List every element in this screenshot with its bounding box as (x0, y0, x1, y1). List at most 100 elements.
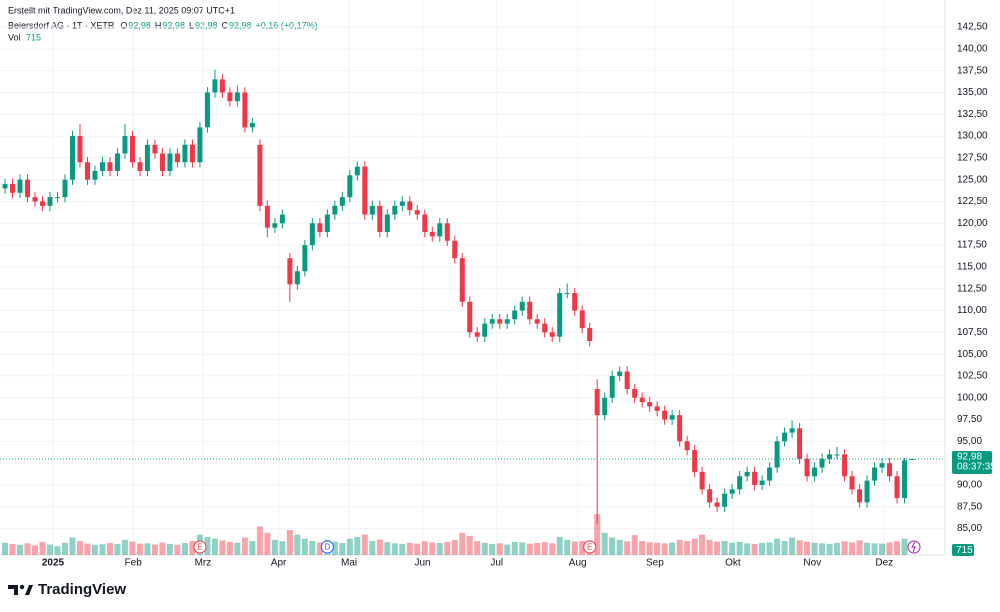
volume-bar (159, 542, 165, 555)
volume-bar (737, 542, 743, 555)
y-tick-label: 135,00 (957, 87, 988, 98)
candle-body (722, 494, 727, 507)
volume-bar (339, 543, 345, 555)
candle-body (587, 328, 592, 341)
y-tick-label: 115,00 (957, 262, 987, 273)
volume-bar (512, 542, 518, 555)
candle-body (865, 481, 870, 503)
candle-body (602, 398, 607, 415)
x-tick-label: Jun (414, 558, 430, 569)
candle-body (542, 324, 547, 333)
volume-bar (459, 533, 465, 555)
volume-bar (864, 543, 870, 555)
volume-bar (632, 535, 638, 555)
volume-bar (722, 541, 728, 555)
volume-bar (497, 543, 503, 555)
volume-bar (519, 542, 525, 555)
candle-body (107, 162, 112, 171)
x-tick-label: Sep (646, 558, 664, 569)
candle-body (10, 184, 15, 193)
event-label: D (324, 543, 330, 552)
volume-bar (677, 540, 683, 555)
volume-key: Vol (8, 32, 21, 42)
candle-body (445, 223, 450, 240)
volume-bar (114, 544, 120, 555)
x-tick-label: Okt (725, 558, 741, 569)
y-tick-label: 120,00 (957, 218, 988, 229)
volume-bar (137, 544, 143, 555)
y-tick-label: 112,50 (957, 283, 987, 294)
volume-bar (744, 543, 750, 555)
volume-bar (40, 542, 46, 555)
volume-bar (804, 542, 810, 555)
candle-body (152, 145, 157, 154)
candle-body (437, 223, 442, 236)
y-tick-label: 125,00 (957, 174, 988, 185)
candle-body (430, 232, 435, 236)
candle-body (572, 293, 577, 310)
volume-bar (789, 538, 795, 556)
y-tick-label: 87,50 (957, 501, 982, 512)
candle-body (85, 162, 90, 179)
candle-body (340, 197, 345, 206)
candle-body (715, 502, 720, 506)
countdown: 08:37:35 (957, 462, 996, 473)
candle-body (332, 206, 337, 215)
ohlc-value: 92,98 (128, 20, 151, 30)
y-tick-label: 97,50 (957, 414, 982, 425)
volume-bar (47, 545, 53, 556)
volume-bar (32, 545, 38, 555)
candle-body (197, 127, 202, 162)
candle-body (550, 332, 555, 336)
volume-bar (714, 542, 720, 555)
candle-body (280, 215, 285, 224)
volume-bar (144, 543, 150, 555)
volume-bar (444, 542, 450, 555)
volume-bar (819, 543, 825, 555)
y-tick-label: 95,00 (957, 436, 982, 447)
candle-body (385, 215, 390, 232)
volume-bar (377, 540, 383, 555)
volume-bar (542, 542, 548, 555)
candle-body (512, 311, 517, 320)
candle-body (527, 302, 532, 319)
candle-body (505, 319, 510, 323)
candle-body (317, 223, 322, 232)
volume-bar (234, 543, 240, 555)
volume-bar (699, 535, 705, 555)
candle-body (595, 389, 600, 415)
candle-body (790, 428, 795, 432)
volume-bar (887, 542, 893, 555)
volume-bar (692, 539, 698, 555)
y-tick-label: 132,50 (957, 109, 988, 120)
volume-bar (84, 544, 90, 555)
y-tick-label: 140,00 (957, 43, 988, 54)
volume-bar (452, 540, 458, 555)
candle-body (355, 167, 360, 176)
candle-body (115, 154, 120, 171)
candle-body (25, 180, 30, 197)
candle-body (77, 136, 82, 162)
candle-body (452, 241, 457, 258)
volume-bar (557, 537, 563, 555)
volume-bar (534, 543, 540, 555)
candle-body (362, 167, 367, 215)
candle-body (33, 197, 38, 201)
candle-body (287, 258, 292, 284)
candle-body (325, 215, 330, 232)
volume-bar (399, 544, 405, 555)
candle-body (685, 441, 690, 450)
volume-bar (617, 540, 623, 555)
candle-body (647, 402, 652, 406)
candle-body (40, 201, 45, 205)
volume-bar (392, 543, 398, 555)
volume-bar (362, 535, 368, 555)
candle-body (775, 441, 780, 467)
volume-bar (669, 542, 675, 555)
volume-bar (17, 545, 23, 555)
candle-body (850, 476, 855, 489)
candle-body (130, 136, 135, 162)
x-tick-label: 2025 (42, 558, 65, 569)
y-tick-label: 107,50 (957, 327, 988, 338)
volume-bar (212, 539, 218, 555)
